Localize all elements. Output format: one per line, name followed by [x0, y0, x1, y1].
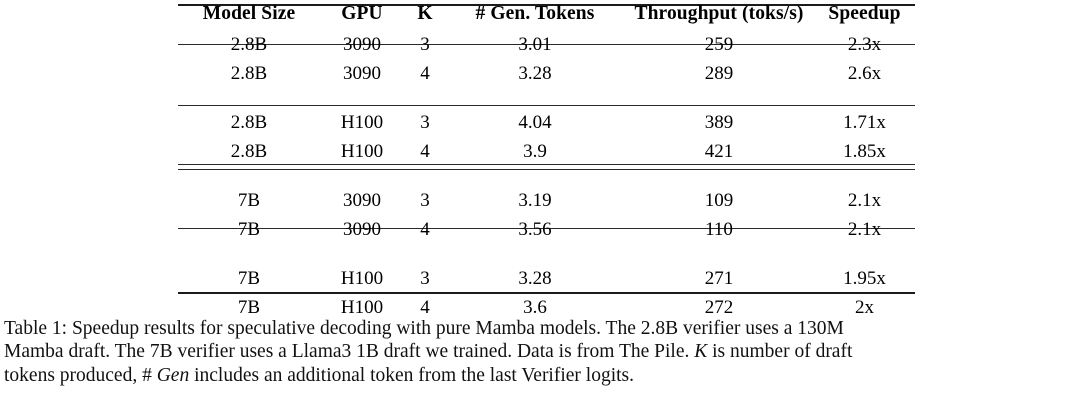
cell-speedup: 1.95x: [843, 267, 886, 289]
table-row: 7B H100 3 3.28 271 1.95x: [178, 258, 915, 298]
column-header-speedup: Speedup: [828, 3, 901, 24]
cell-throughput: 272: [704, 296, 734, 318]
caption-line-3: tokens produced, # Gen includes an addit…: [4, 364, 635, 386]
caption-line-1: Table 1: Speedup results for speculative…: [4, 318, 844, 339]
cell-model_size: 2.8B: [230, 62, 268, 84]
cell-speedup: 2x: [855, 296, 874, 318]
table-row: 7B 3090 4 3.56 110 2.1x: [178, 220, 915, 258]
cell-gpu: H100: [340, 140, 384, 162]
cell-k: 3: [420, 189, 430, 211]
cell-speedup: 1.85x: [843, 140, 886, 162]
caption-line-2: Mamba draft. The 7B verifier uses a Llam…: [4, 341, 853, 363]
cell-k: 4: [420, 296, 430, 318]
cell-k: 3: [420, 267, 430, 289]
column-header-gen-tokens: # Gen. Tokens: [475, 3, 595, 24]
column-header-k: K: [417, 3, 433, 24]
cell-throughput: 110: [705, 218, 733, 240]
cell-model_size: 2.8B: [230, 111, 268, 133]
cell-speedup: 2.6x: [847, 62, 882, 84]
table-block-rule-3: [178, 228, 915, 230]
cell-k: 4: [420, 62, 430, 84]
cell-gen_tokens: 3.01: [518, 33, 552, 55]
cell-throughput: 389: [704, 111, 734, 133]
table-caption: Table 1: Speedup results for speculative…: [4, 317, 1076, 387]
table-row: 7B H100 4 3.6 272 2x: [178, 298, 915, 336]
cell-model_size: 7B: [237, 296, 261, 318]
cell-gpu: 3090: [343, 33, 381, 55]
table-row: 2.8B 3090 4 3.28 289 2.6x: [178, 64, 915, 102]
column-header-model-size: Model Size: [202, 3, 296, 24]
table-block-double-rule-b: [178, 169, 915, 171]
table-row: 7B 3090 3 3.19 109 2.1x: [178, 180, 915, 220]
cell-gen_tokens: 4.04: [518, 111, 552, 133]
table-body: 2.8B 3090 3 3.01 259 2.3x 2.8B 3090 4 3.28 289 2.6x…: [178, 24, 915, 336]
cell-model_size: 2.8B: [230, 33, 268, 55]
cell-gen_tokens: 3.28: [518, 62, 552, 84]
cell-model_size: 7B: [237, 267, 261, 289]
table-header-row: Model Size GPU K # Gen. Tokens Throughpu…: [178, 4, 915, 24]
cell-k: 3: [420, 111, 430, 133]
table-row: 2.8B H100 3 4.04 389 1.71x: [178, 102, 915, 142]
cell-gen_tokens: 3.19: [518, 189, 552, 211]
table-bottom-rule: [178, 292, 915, 294]
table-row: 2.8B 3090 3 3.01 259 2.3x: [178, 24, 915, 64]
cell-model_size: 2.8B: [230, 140, 268, 162]
cell-gpu: H100: [340, 296, 384, 318]
cell-speedup: 2.3x: [847, 33, 882, 55]
cell-gpu: H100: [340, 267, 384, 289]
cell-throughput: 271: [704, 267, 734, 289]
cell-gen_tokens: 3.56: [518, 218, 552, 240]
cell-throughput: 109: [704, 189, 734, 211]
table-top-rule: [178, 4, 915, 6]
cell-gen_tokens: 3.9: [523, 140, 547, 162]
column-header-gpu: GPU: [341, 3, 383, 24]
cell-k: 4: [420, 218, 430, 240]
table-header-rule: [178, 44, 915, 46]
table-block-double-rule-a: [178, 164, 915, 166]
caption-symbol-k: K: [694, 341, 708, 363]
cell-gen_tokens: 3.6: [523, 296, 547, 318]
cell-speedup: 2.1x: [847, 218, 882, 240]
cell-speedup: 2.1x: [847, 189, 882, 211]
cell-gpu: H100: [340, 111, 384, 133]
cell-gpu: 3090: [343, 218, 381, 240]
cell-gpu: 3090: [343, 62, 381, 84]
table-header: Model Size GPU K # Gen. Tokens Throughpu…: [178, 4, 915, 24]
results-table-container: Model Size GPU K # Gen. Tokens Throughpu…: [178, 4, 915, 336]
table-block-rule-1: [178, 105, 915, 107]
cell-gen_tokens: 3.28: [518, 267, 552, 289]
speedup-results-table: Model Size GPU K # Gen. Tokens Throughpu…: [178, 4, 915, 336]
cell-speedup: 1.71x: [843, 111, 886, 133]
cell-throughput: 289: [704, 62, 734, 84]
column-header-throughput: Throughput (toks/s): [634, 3, 804, 24]
caption-symbol-gen: Gen: [156, 364, 190, 386]
cell-k: 3: [420, 33, 430, 55]
cell-throughput: 421: [704, 140, 734, 162]
cell-k: 4: [420, 140, 430, 162]
cell-model_size: 7B: [237, 218, 261, 240]
table-row: 2.8B H100 4 3.9 421 1.85x: [178, 142, 915, 180]
cell-model_size: 7B: [237, 189, 261, 211]
cell-throughput: 259: [704, 33, 734, 55]
cell-gpu: 3090: [343, 189, 381, 211]
